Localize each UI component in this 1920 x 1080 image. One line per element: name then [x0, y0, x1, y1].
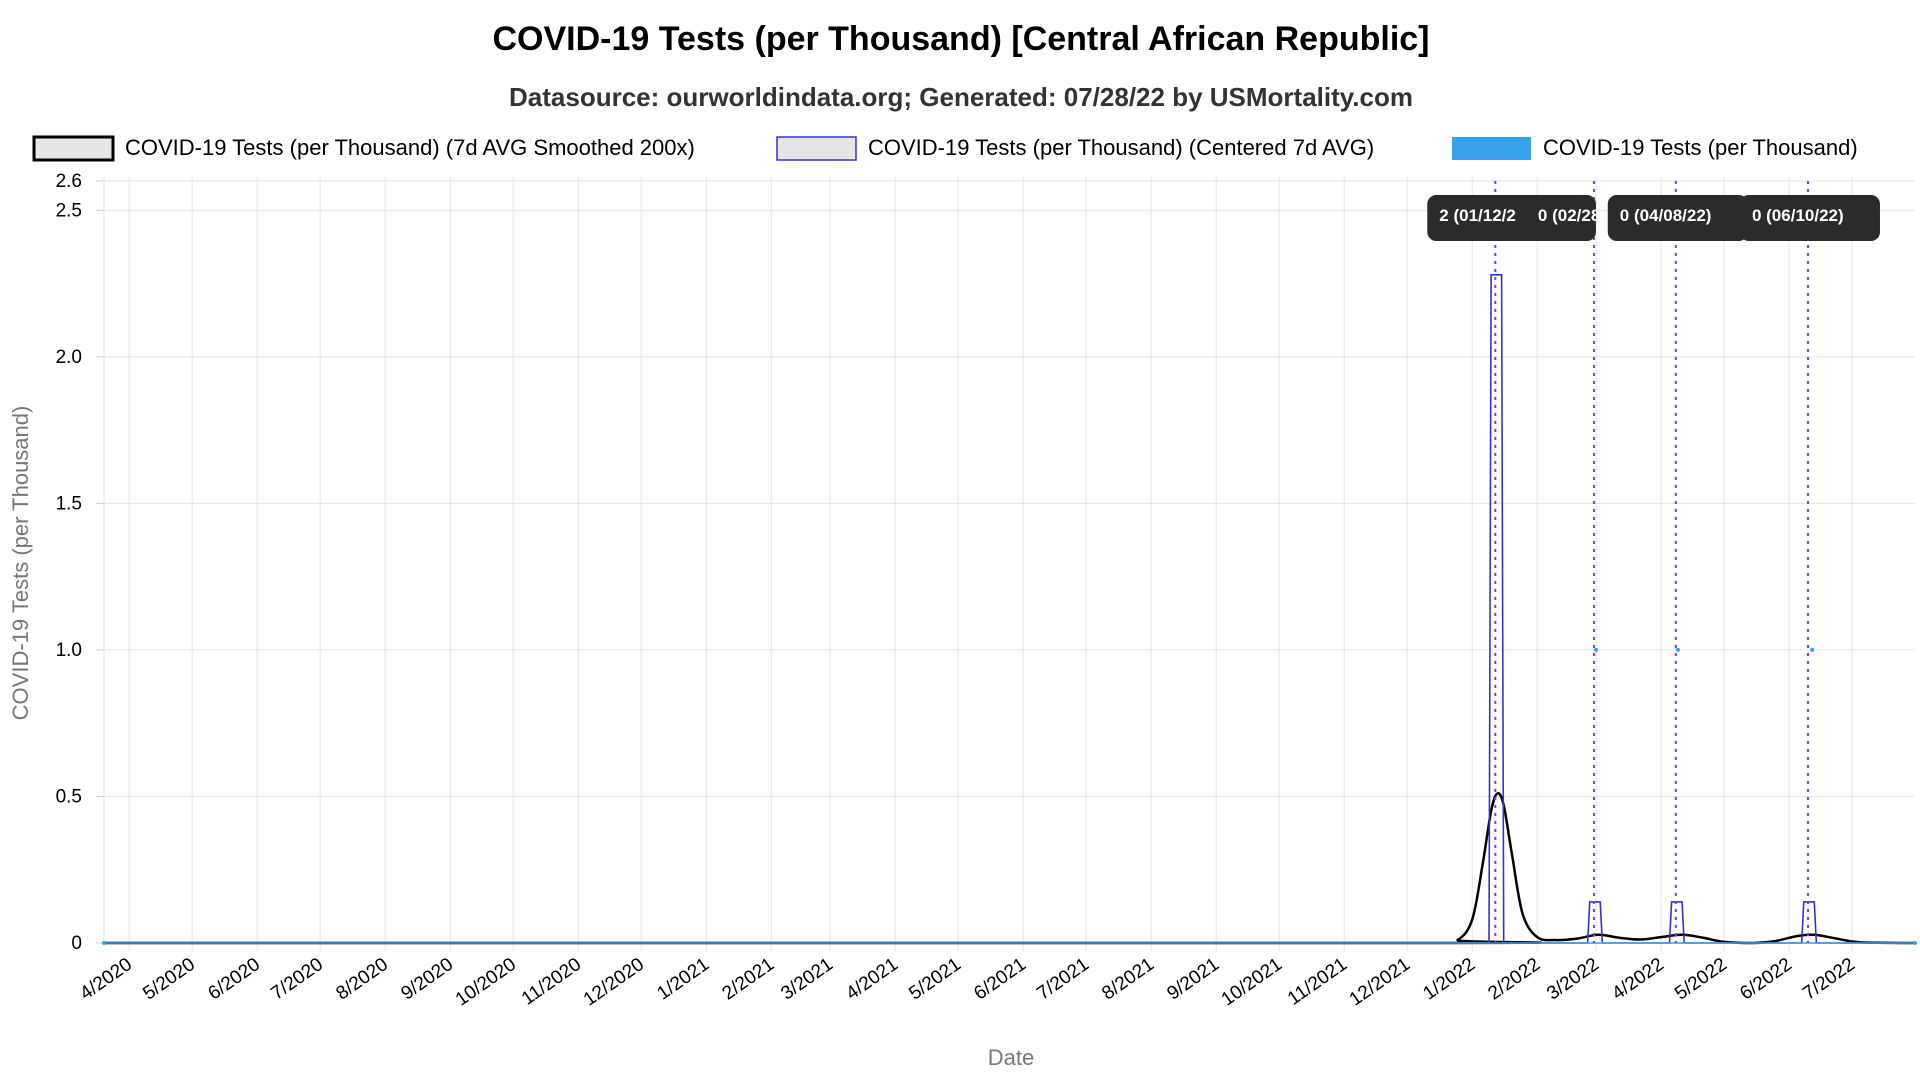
data-point[interactable] [1913, 941, 1917, 945]
x-tick-label: 5/2020 [139, 954, 199, 1005]
x-tick-label: 3/2022 [1543, 954, 1603, 1005]
x-tick-label: 11/2021 [1284, 954, 1351, 1010]
series-daily-points [102, 647, 1917, 945]
x-tick-label: 6/2022 [1736, 954, 1796, 1005]
tooltip-box [1739, 195, 1880, 241]
legend-swatch-smoothed [32, 135, 115, 162]
x-tick-label: 7/2020 [267, 954, 327, 1005]
x-tick-label: 12/2020 [580, 954, 648, 1011]
y-tick-label: 2.0 [56, 347, 82, 368]
hover-markers [1494, 181, 1809, 943]
x-tick-label: 2/2021 [719, 954, 779, 1005]
x-tick-label: 4/2022 [1608, 954, 1668, 1005]
x-tick-label: 5/2021 [905, 954, 965, 1005]
data-point[interactable] [1594, 647, 1599, 652]
tooltip-box [1525, 195, 1596, 241]
series-centered-step [104, 273, 1915, 944]
tooltip: 0 (06/10/22) [1739, 195, 1880, 241]
gridlines [96, 177, 1915, 951]
data-point[interactable] [1675, 647, 1680, 652]
legend-item-daily[interactable]: COVID-19 Tests (per Thousand) [1452, 135, 1858, 160]
tooltips: 2 (01/12/2 0 (02/28 0 (04/08/22) 0 (06/10/2… [1427, 195, 1880, 241]
x-tick-label: 5/2022 [1671, 954, 1731, 1005]
legend-label-smoothed: COVID-19 Tests (per Thousand) (7d AVG Sm… [125, 135, 695, 160]
x-tick-label: 7/2021 [1033, 954, 1093, 1005]
data-point[interactable] [1810, 647, 1815, 652]
tooltip: 0 (02/28 [1525, 195, 1600, 241]
y-tick-label: 1.0 [56, 640, 82, 661]
x-tick-label: 10/2020 [452, 954, 520, 1011]
x-tick-label: 9/2020 [397, 954, 457, 1005]
tooltip-label: 2 (01/12/2 [1439, 206, 1516, 225]
tooltip-label: 0 (02/28 [1538, 206, 1600, 225]
y-axis-title: COVID-19 Tests (per Thousand) [8, 406, 33, 721]
legend-swatch-daily [1452, 137, 1531, 160]
x-tick-label: 1/2022 [1419, 954, 1479, 1005]
x-tick-label: 6/2020 [204, 954, 264, 1005]
y-tick-label: 1.5 [56, 493, 82, 514]
legend: COVID-19 Tests (per Thousand) (7d AVG Sm… [32, 135, 1858, 162]
x-tick-label: 1/2021 [653, 954, 713, 1005]
x-tick-label: 7/2022 [1799, 954, 1859, 1005]
chart-title: COVID-19 Tests (per Thousand) [Central A… [492, 20, 1429, 58]
legend-item-centered[interactable]: COVID-19 Tests (per Thousand) (Centered … [776, 135, 1374, 161]
x-tick-label: 8/2020 [332, 954, 392, 1005]
x-tick-label: 10/2021 [1218, 954, 1286, 1011]
series-smoothed-line [103, 792, 1916, 945]
x-tick-label: 9/2021 [1163, 954, 1223, 1005]
y-axis-ticks: 0 0.5 1.0 1.5 2.0 2.5 2.6 [56, 171, 82, 954]
x-tick-label: 4/2021 [842, 954, 902, 1005]
x-axis-title: Date [988, 1045, 1034, 1070]
legend-label-centered: COVID-19 Tests (per Thousand) (Centered … [868, 135, 1374, 160]
x-tick-label: 4/2020 [76, 954, 136, 1005]
legend-label-daily: COVID-19 Tests (per Thousand) [1543, 135, 1858, 160]
y-tick-label: 0.5 [56, 786, 82, 807]
x-tick-label: 6/2021 [970, 954, 1030, 1005]
chart-subtitle: Datasource: ourworldindata.org; Generate… [509, 82, 1413, 112]
y-tick-label: 2.6 [56, 171, 82, 192]
x-tick-label: 3/2021 [777, 954, 837, 1005]
tooltip: 0 (04/08/22) [1607, 195, 1748, 241]
x-tick-label: 12/2021 [1346, 954, 1414, 1011]
data-point[interactable] [102, 941, 106, 945]
series-layer [102, 273, 1917, 945]
tooltip-label: 0 (04/08/22) [1620, 206, 1712, 225]
legend-swatch-centered [776, 136, 857, 161]
x-tick-label: 11/2020 [518, 954, 585, 1010]
y-tick-label: 0 [71, 933, 82, 954]
tooltip-box [1607, 195, 1748, 241]
x-tick-label: 2/2022 [1484, 954, 1544, 1005]
y-tick-label: 2.5 [56, 200, 82, 221]
legend-item-smoothed[interactable]: COVID-19 Tests (per Thousand) (7d AVG Sm… [32, 135, 695, 162]
x-axis-ticks: 4/2020 5/2020 6/2020 7/2020 8/2020 9/202010/2… [76, 954, 1859, 1011]
x-tick-label: 8/2021 [1098, 954, 1158, 1005]
tooltip-label: 0 (06/10/22) [1752, 206, 1844, 225]
